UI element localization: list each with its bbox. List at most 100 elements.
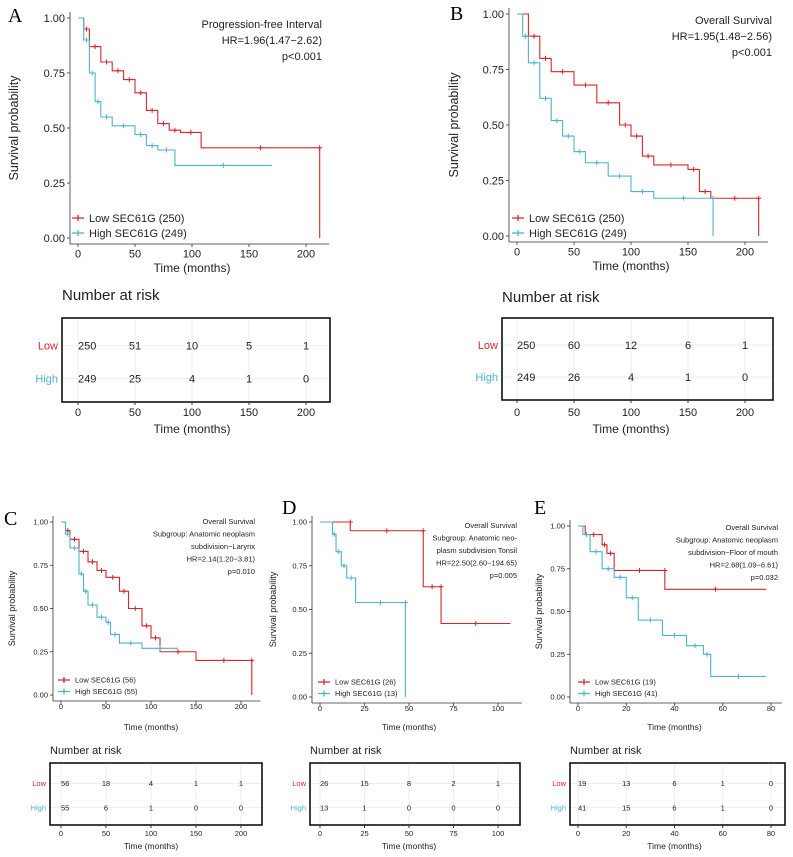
x-tick-label: 0 bbox=[75, 248, 81, 260]
annotation-line: Overall Survival bbox=[202, 517, 255, 526]
legend-label: Low SEC61G (26) bbox=[335, 678, 396, 687]
censor-mark bbox=[220, 162, 226, 168]
risk-table-border bbox=[61, 317, 331, 403]
x-axis-label: Time (months) bbox=[593, 259, 670, 273]
risk-count: 1 bbox=[496, 779, 500, 788]
y-tick-label: 1.00 bbox=[44, 13, 65, 25]
risk-count: 55 bbox=[61, 803, 69, 812]
risk-table-title: Number at risk bbox=[502, 289, 600, 306]
risk-x-tick-label: 75 bbox=[449, 829, 457, 838]
censor-mark bbox=[121, 588, 127, 594]
censor-mark bbox=[81, 548, 86, 554]
risk-x-tick-label: 200 bbox=[736, 407, 754, 419]
risk-x-tick-label: 25 bbox=[360, 829, 368, 838]
risk-row-label-high: High bbox=[475, 372, 498, 384]
x-tick-label: 80 bbox=[767, 704, 775, 713]
y-tick-label: 0.75 bbox=[483, 64, 504, 76]
risk-x-tick-label: 100 bbox=[145, 829, 158, 838]
y-tick-label: 1.00 bbox=[550, 522, 565, 531]
x-tick-label: 100 bbox=[145, 702, 158, 711]
censor-mark bbox=[639, 189, 645, 195]
risk-x-axis-label: Time (months) bbox=[124, 841, 179, 851]
x-axis-label: Time (months) bbox=[154, 261, 231, 275]
risk-count: 10 bbox=[186, 341, 198, 353]
censor-mark bbox=[662, 567, 668, 573]
panel-label: A bbox=[8, 5, 23, 27]
risk-count: 12 bbox=[625, 340, 637, 352]
risk-count: 51 bbox=[129, 341, 141, 353]
censor-mark bbox=[115, 68, 121, 74]
x-tick-label: 150 bbox=[679, 246, 697, 258]
risk-row-label-high: High bbox=[31, 803, 46, 812]
x-tick-label: 150 bbox=[190, 702, 203, 711]
censor-mark bbox=[138, 90, 144, 96]
legend-marker-high bbox=[72, 230, 84, 236]
risk-count: 0 bbox=[769, 779, 773, 788]
risk-table-title: Number at risk bbox=[50, 745, 122, 757]
risk-table-title: Number at risk bbox=[570, 745, 642, 757]
risk-count: 1 bbox=[742, 340, 748, 352]
risk-count: 0 bbox=[239, 803, 243, 812]
censor-mark bbox=[89, 70, 95, 76]
censor-mark bbox=[531, 33, 537, 39]
risk-count: 25 bbox=[129, 373, 141, 385]
censor-mark bbox=[153, 635, 158, 641]
censor-mark bbox=[543, 55, 548, 61]
risk-row-label-low: Low bbox=[292, 779, 306, 788]
annotation-line: plasm subdivision Tonsil bbox=[437, 546, 518, 555]
survival-curve-low bbox=[578, 525, 767, 590]
y-tick-label: 0.00 bbox=[33, 691, 48, 700]
risk-x-axis-label: Time (months) bbox=[593, 422, 670, 436]
censor-mark bbox=[680, 195, 686, 201]
risk-x-tick-label: 0 bbox=[514, 407, 520, 419]
censor-mark bbox=[104, 114, 109, 120]
censor-mark bbox=[138, 132, 144, 138]
censor-mark bbox=[317, 145, 323, 151]
censor-mark bbox=[582, 82, 588, 88]
annotation-line: Subgroup: Anatomic neo- bbox=[432, 534, 517, 543]
censor-mark bbox=[84, 37, 90, 43]
panel-label: B bbox=[450, 3, 463, 25]
legend-marker-high bbox=[58, 688, 70, 695]
risk-x-tick-label: 200 bbox=[297, 407, 315, 419]
censor-mark bbox=[756, 195, 762, 201]
censor-mark bbox=[112, 631, 118, 637]
censor-mark bbox=[583, 532, 589, 538]
risk-x-tick-label: 100 bbox=[622, 407, 640, 419]
x-tick-label: 50 bbox=[568, 246, 580, 258]
x-tick-label: 50 bbox=[405, 704, 413, 713]
x-tick-label: 200 bbox=[297, 248, 315, 260]
y-axis-label: Survival probability bbox=[7, 570, 17, 646]
y-axis-label: Survival probability bbox=[7, 75, 21, 181]
censor-mark bbox=[90, 559, 95, 565]
censor-mark bbox=[691, 166, 697, 172]
risk-count: 0 bbox=[451, 803, 455, 812]
censor-mark bbox=[647, 617, 653, 623]
risk-count: 8 bbox=[407, 779, 411, 788]
annotation-line: p<0.001 bbox=[732, 47, 772, 59]
censor-mark bbox=[668, 162, 674, 168]
annotation-line: p<0.001 bbox=[282, 51, 322, 63]
risk-count: 6 bbox=[672, 803, 676, 812]
legend-marker-high bbox=[578, 690, 590, 697]
x-tick-label: 50 bbox=[129, 248, 141, 260]
risk-x-tick-label: 60 bbox=[719, 829, 727, 838]
censor-mark bbox=[161, 121, 166, 127]
risk-table-border bbox=[501, 317, 774, 401]
risk-count: 15 bbox=[360, 779, 368, 788]
risk-count: 6 bbox=[104, 803, 108, 812]
censor-mark bbox=[523, 33, 529, 39]
survival-curve-high bbox=[320, 521, 406, 697]
risk-row-label-high: High bbox=[291, 803, 306, 812]
risk-count: 6 bbox=[672, 779, 676, 788]
risk-row-label-low: Low bbox=[32, 779, 46, 788]
censor-mark bbox=[72, 536, 77, 542]
risk-x-tick-label: 0 bbox=[576, 829, 580, 838]
x-tick-label: 0 bbox=[318, 704, 322, 713]
censor-mark bbox=[608, 550, 614, 556]
annotation-line: HR=22.50(2.60−194.65) bbox=[436, 559, 517, 568]
